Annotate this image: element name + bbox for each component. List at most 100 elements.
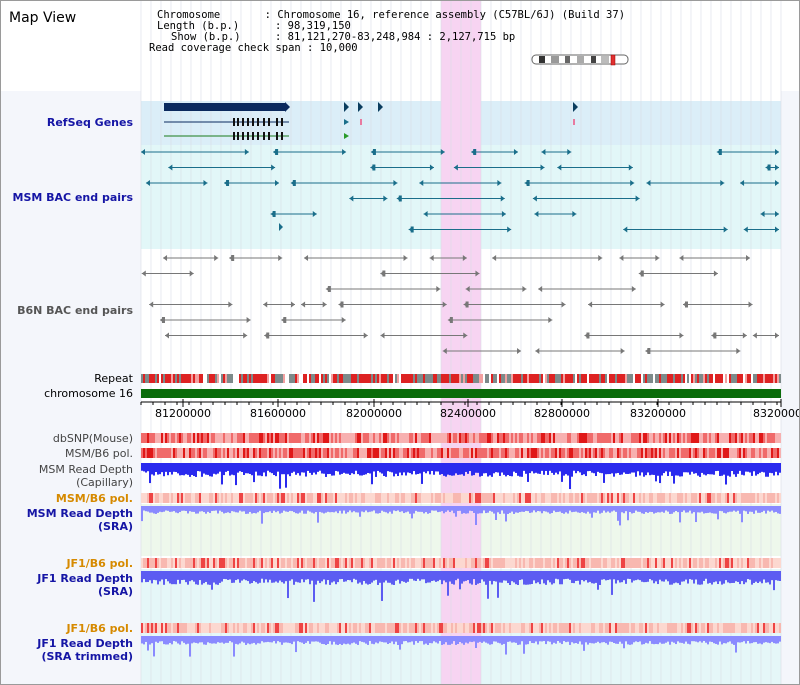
- label-jf1-depth-sra-2[interactable]: (SRA): [98, 585, 133, 598]
- heat-cell: [779, 558, 781, 568]
- label-b6n-bac[interactable]: B6N BAC end pairs: [17, 304, 133, 317]
- heat-cell: [695, 493, 697, 503]
- repeat-cell: [527, 374, 529, 383]
- bac-end-marker: [372, 149, 376, 155]
- heat-cell: [327, 623, 329, 633]
- depth-bar: [165, 506, 167, 511]
- depth-bar: [321, 636, 323, 644]
- label-msm-depth-cap-1[interactable]: MSM Read Depth: [38, 463, 133, 476]
- depth-bar: [731, 506, 733, 512]
- heat-cell: [609, 623, 611, 633]
- heat-cell: [747, 493, 749, 503]
- heat-cell: [155, 493, 157, 503]
- depth-bar: [237, 571, 239, 580]
- repeat-cell: [317, 374, 319, 383]
- label-msm-bac[interactable]: MSM BAC end pairs: [12, 191, 133, 204]
- depth-bar: [529, 636, 531, 642]
- heat-cell: [663, 558, 665, 568]
- refseq-gene-track[interactable]: [164, 102, 578, 140]
- heat-cell: [581, 493, 583, 503]
- repeat-cell: [745, 374, 747, 383]
- label-msm-b6-pol-1[interactable]: MSM/B6 pol.: [65, 447, 133, 460]
- depth-bar: [775, 463, 777, 472]
- b6n-bac-track[interactable]: [141, 255, 779, 354]
- depth-bar: [731, 571, 733, 583]
- label-dbsnp[interactable]: dbSNP(Mouse): [52, 432, 133, 445]
- depth-bar: [507, 506, 509, 514]
- heat-cell: [773, 493, 775, 503]
- label-msm-b6-pol-2[interactable]: MSM/B6 pol.: [55, 492, 133, 505]
- depth-bar: [425, 636, 427, 644]
- repeat-cell: [391, 374, 393, 383]
- heat-cell: [191, 433, 193, 443]
- label-refseq-genes[interactable]: RefSeq Genes: [46, 116, 133, 129]
- bac-end-marker: [647, 348, 651, 354]
- msm-bac-track[interactable]: [141, 149, 779, 233]
- label-repeat[interactable]: Repeat: [94, 372, 133, 385]
- depth-tracks[interactable]: [141, 463, 781, 657]
- heat-cell: [365, 558, 367, 568]
- heatmap-tracks[interactable]: [141, 433, 781, 633]
- depth-bar: [625, 636, 627, 642]
- depth-bar: [737, 636, 739, 643]
- depth-bar: [741, 636, 743, 643]
- repeat-track[interactable]: [141, 374, 781, 383]
- heat-cell: [467, 493, 469, 503]
- heat-cell: [595, 623, 597, 633]
- heat-cell: [387, 558, 389, 568]
- bac-end-marker: [473, 149, 477, 155]
- heat-cell: [625, 433, 627, 443]
- depth-bar: [429, 506, 431, 514]
- heat-cell: [411, 433, 413, 443]
- depth-bar: [307, 506, 309, 511]
- heat-cell: [487, 623, 489, 633]
- repeat-cell: [463, 374, 465, 383]
- heat-cell: [571, 448, 573, 458]
- heat-cell: [189, 493, 191, 503]
- heat-cell: [189, 623, 191, 633]
- heat-cell: [227, 493, 229, 503]
- label-jf1-depth-sra-1[interactable]: JF1 Read Depth: [37, 572, 133, 585]
- depth-bar: [747, 571, 749, 580]
- depth-bar: [459, 636, 461, 642]
- repeat-cell: [181, 374, 183, 383]
- chromosome-ideogram[interactable]: [531, 53, 631, 67]
- chromosome-bar[interactable]: [141, 389, 781, 398]
- repeat-cell: [537, 374, 539, 383]
- heat-cell: [513, 558, 515, 568]
- heat-cell: [733, 493, 735, 503]
- heat-cell: [239, 623, 241, 633]
- label-msm-depth-sra-2[interactable]: (SRA): [98, 520, 133, 533]
- heat-cell: [437, 448, 439, 458]
- label-jf1-depth-trim-2[interactable]: (SRA trimmed): [41, 650, 133, 663]
- depth-bar: [389, 506, 391, 512]
- repeat-cell: [147, 374, 149, 383]
- depth-bar: [723, 571, 725, 584]
- heat-cell: [729, 623, 731, 633]
- heat-cell: [767, 623, 769, 633]
- bac-end-marker: [775, 149, 779, 155]
- heat-cell: [163, 493, 165, 503]
- heat-cell: [709, 448, 711, 458]
- depth-bar: [545, 506, 547, 512]
- label-jf1-b6-pol-1[interactable]: JF1/B6 pol.: [66, 557, 133, 570]
- heat-cell: [157, 558, 159, 568]
- heat-cell: [695, 623, 697, 633]
- depth-bar: [661, 636, 663, 644]
- heat-cell: [213, 433, 215, 443]
- depth-bar: [753, 506, 755, 514]
- heat-cell: [355, 623, 357, 633]
- heat-cell: [351, 448, 353, 458]
- depth-bar: [545, 463, 547, 471]
- repeat-cell: [743, 374, 745, 383]
- heat-cell: [569, 623, 571, 633]
- label-msm-depth-cap-2[interactable]: (Capillary): [76, 476, 133, 489]
- label-msm-depth-sra-1[interactable]: MSM Read Depth: [26, 507, 133, 520]
- depth-bar: [779, 506, 781, 514]
- label-jf1-depth-trim-1[interactable]: JF1 Read Depth: [37, 637, 133, 650]
- label-chromosome[interactable]: chromosome 16: [44, 387, 133, 400]
- heat-cell: [181, 493, 183, 503]
- gene-exon: [268, 118, 270, 126]
- heat-cell: [463, 623, 465, 633]
- label-jf1-b6-pol-2[interactable]: JF1/B6 pol.: [66, 622, 133, 635]
